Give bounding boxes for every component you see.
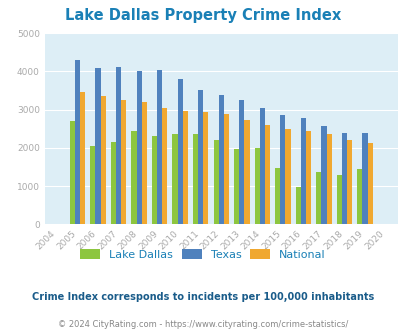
Bar [223, 114, 228, 224]
Bar [279, 115, 285, 224]
Bar [177, 79, 182, 224]
Bar [315, 172, 321, 224]
Bar [162, 108, 167, 224]
Bar [131, 131, 136, 224]
Bar [356, 169, 362, 224]
Bar [100, 96, 105, 224]
Bar [275, 168, 279, 224]
Bar [198, 90, 203, 224]
Bar [295, 187, 300, 224]
Bar [336, 176, 341, 224]
Bar [264, 125, 269, 224]
Text: Crime Index corresponds to incidents per 100,000 inhabitants: Crime Index corresponds to incidents per… [32, 292, 373, 302]
Bar [213, 140, 218, 224]
Bar [141, 102, 147, 224]
Bar [346, 140, 351, 224]
Bar [151, 136, 157, 224]
Bar [172, 134, 177, 224]
Bar [70, 121, 75, 224]
Bar [75, 60, 80, 224]
Text: © 2024 CityRating.com - https://www.cityrating.com/crime-statistics/: © 2024 CityRating.com - https://www.city… [58, 320, 347, 329]
Bar [362, 133, 367, 224]
Bar [341, 133, 346, 224]
Bar [234, 149, 239, 224]
Bar [326, 134, 331, 224]
Bar [305, 131, 310, 224]
Bar [203, 112, 208, 224]
Bar [254, 148, 259, 224]
Bar [244, 120, 249, 224]
Bar [285, 129, 290, 224]
Bar [367, 143, 372, 224]
Bar [239, 100, 244, 224]
Bar [90, 146, 95, 224]
Text: Lake Dallas Property Crime Index: Lake Dallas Property Crime Index [65, 8, 340, 23]
Bar [157, 70, 162, 224]
Bar [136, 71, 141, 224]
Bar [121, 100, 126, 224]
Bar [192, 134, 198, 224]
Bar [182, 112, 188, 224]
Bar [259, 108, 264, 224]
Bar [218, 95, 223, 224]
Legend: Lake Dallas, Texas, National: Lake Dallas, Texas, National [80, 249, 325, 260]
Bar [321, 126, 326, 224]
Bar [300, 118, 305, 224]
Bar [116, 67, 121, 224]
Bar [80, 92, 85, 224]
Bar [111, 142, 116, 224]
Bar [95, 68, 100, 224]
